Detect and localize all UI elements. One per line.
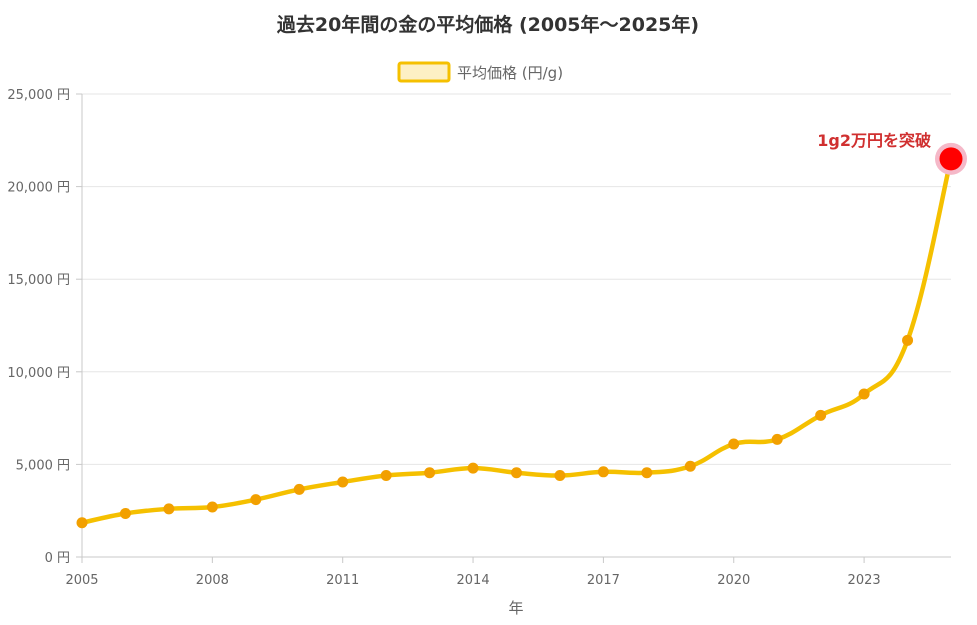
chart-title: 過去20年間の金の平均価格 (2005年～2025年) — [277, 13, 699, 36]
data-point[interactable] — [76, 517, 88, 529]
data-point[interactable] — [597, 466, 609, 478]
grid — [76, 93, 951, 563]
series-line — [79, 156, 954, 525]
data-point[interactable] — [424, 467, 436, 479]
y-tick-label: 0 円 — [45, 551, 70, 566]
data-point[interactable] — [815, 409, 827, 421]
y-axis: 0 円 5,000 円 10,000 円 15,000 円 20,000 円 25,000… — [7, 88, 70, 566]
data-point[interactable] — [206, 501, 218, 513]
data-point[interactable] — [467, 462, 479, 474]
data-point[interactable] — [728, 438, 740, 450]
y-tick-label: 20,000 円 — [7, 181, 70, 196]
x-tick-label: 2008 — [196, 573, 229, 588]
data-point[interactable] — [858, 388, 870, 400]
data-point[interactable] — [163, 503, 175, 515]
x-axis-label: 年 — [508, 599, 523, 617]
x-axis: 2005 2008 2011 2014 2017 2020 2023 — [65, 573, 880, 588]
data-point[interactable] — [250, 494, 262, 506]
y-tick-label: 15,000 円 — [7, 273, 70, 288]
data-point[interactable] — [511, 467, 522, 479]
legend[interactable]: 平均価格 (円/g) — [397, 61, 563, 83]
data-point[interactable] — [641, 467, 653, 479]
x-tick-label: 2020 — [717, 573, 750, 588]
data-point[interactable] — [771, 433, 783, 445]
x-tick-label: 2017 — [587, 573, 620, 588]
data-point[interactable] — [293, 483, 305, 495]
series-layer — [79, 156, 954, 525]
y-tick-label: 25,000 円 — [7, 88, 70, 103]
x-tick-label: 2023 — [848, 573, 881, 588]
data-point[interactable] — [119, 507, 131, 519]
highlight-layer: 1g2万円を突破 — [817, 131, 967, 175]
data-point[interactable] — [684, 460, 696, 472]
y-tick-label: 10,000 円 — [7, 366, 70, 381]
data-point[interactable] — [902, 334, 914, 346]
y-tick-label: 5,000 円 — [16, 458, 70, 473]
legend-swatch[interactable] — [397, 61, 451, 83]
data-point[interactable] — [554, 470, 566, 482]
data-point[interactable] — [380, 470, 392, 482]
x-tick-label: 2014 — [457, 573, 490, 588]
x-tick-label: 2005 — [65, 573, 98, 588]
highlight-point[interactable] — [939, 147, 963, 171]
highlight-annotation: 1g2万円を突破 — [817, 131, 931, 150]
data-point[interactable] — [337, 476, 349, 488]
points-layer — [76, 334, 914, 529]
x-tick-label: 2011 — [326, 573, 359, 588]
legend-label[interactable]: 平均価格 (円/g) — [457, 64, 563, 82]
